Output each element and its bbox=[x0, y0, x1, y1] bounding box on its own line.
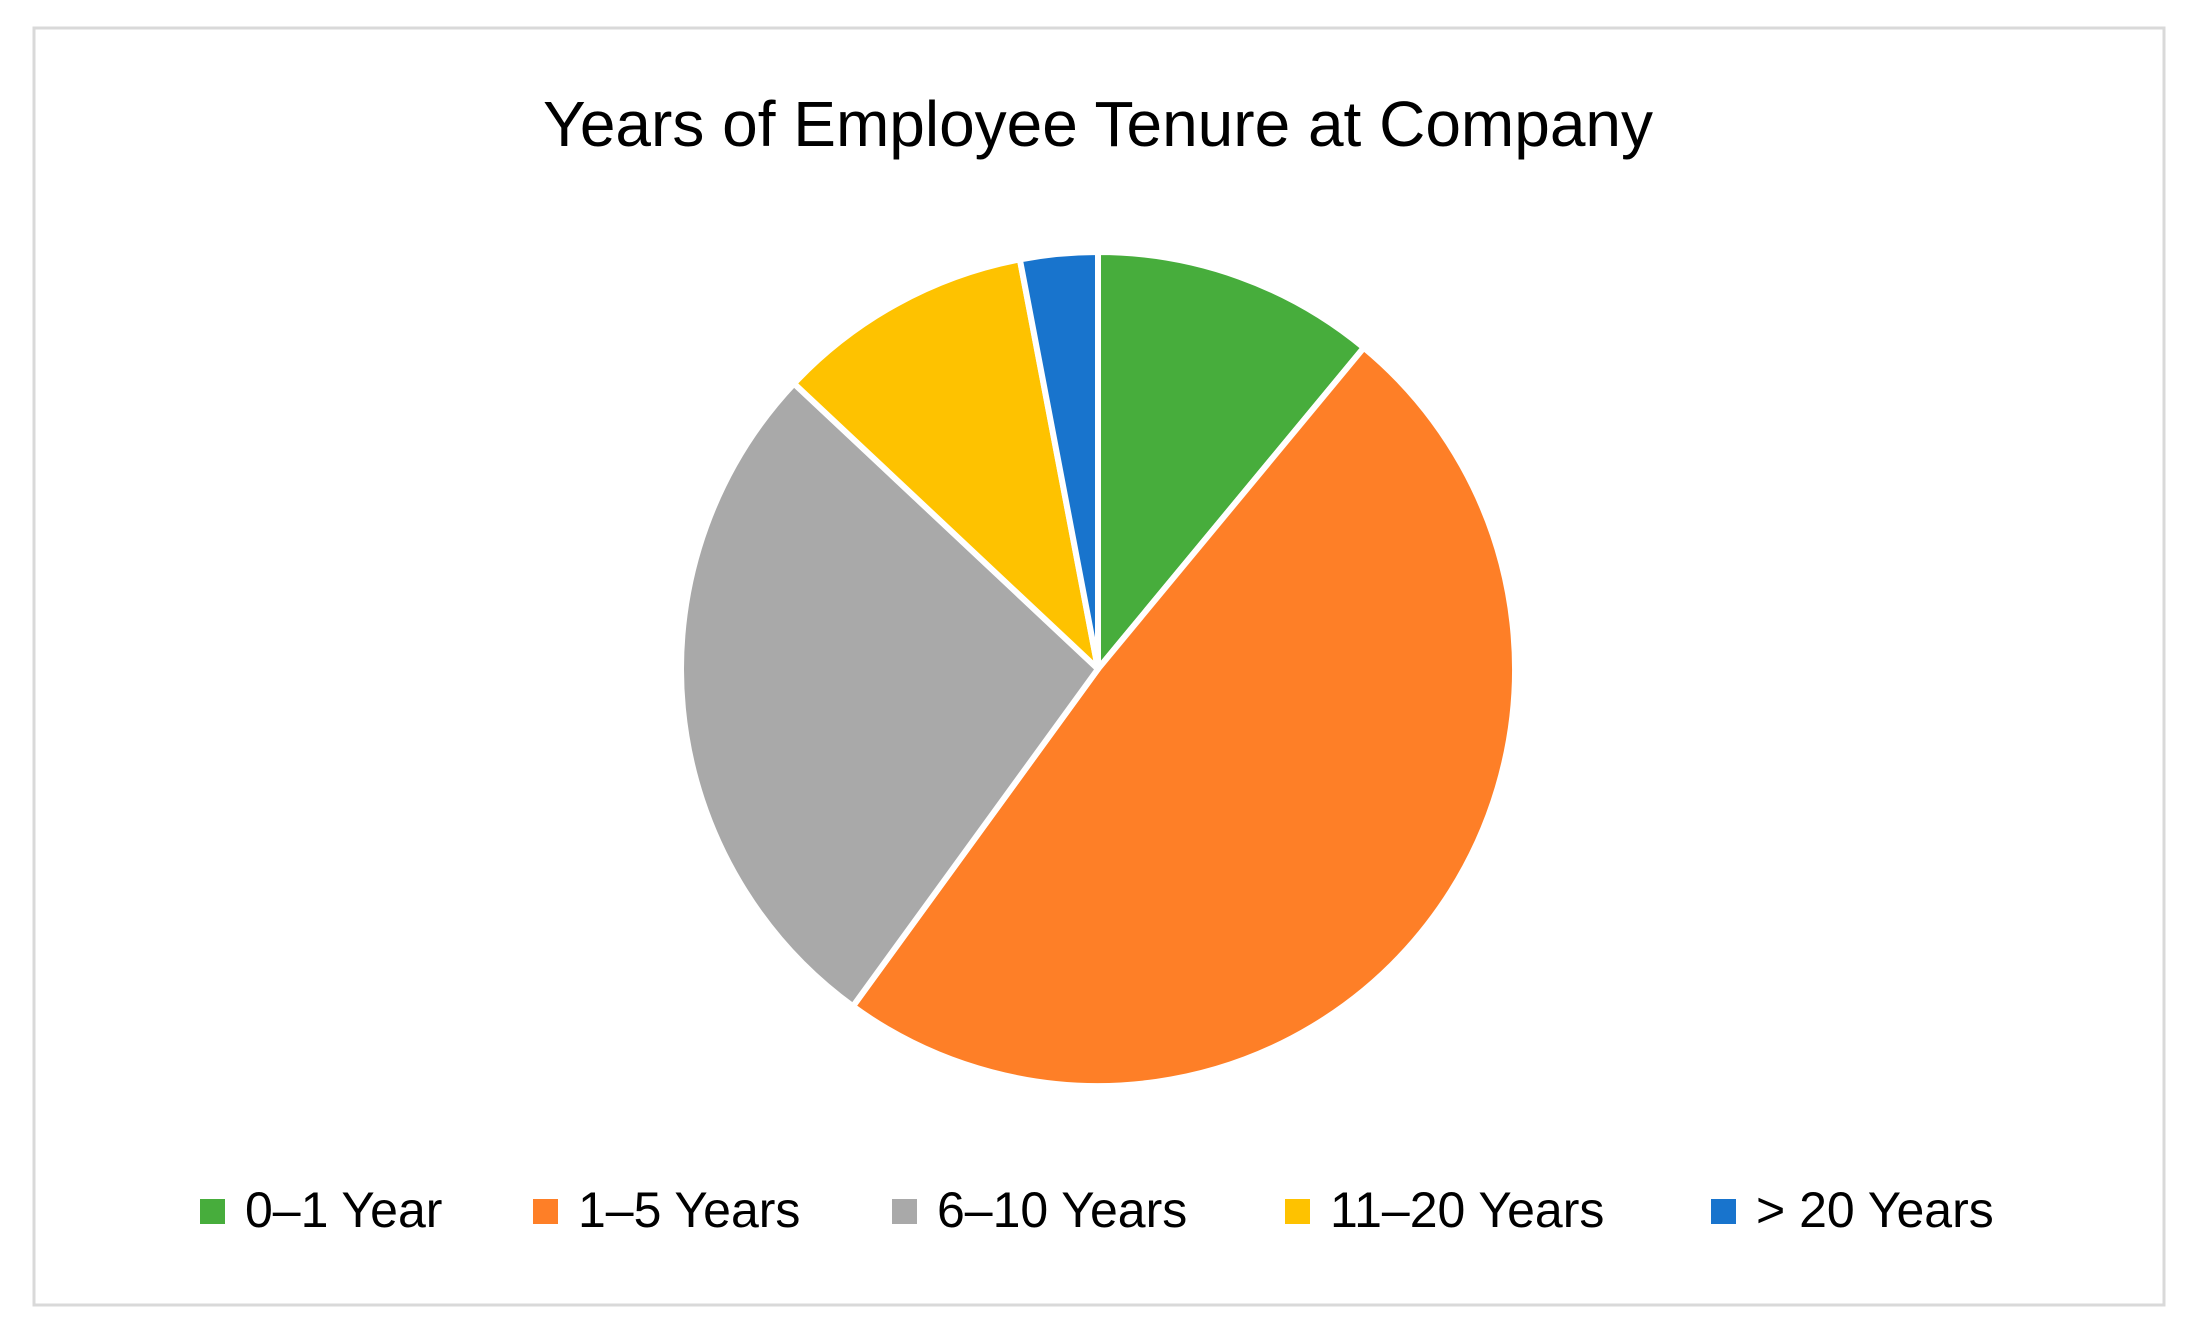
pie-slice bbox=[1016, 249, 1101, 672]
pie bbox=[678, 249, 1519, 1089]
legend-label: 0–1 Year bbox=[245, 1182, 442, 1238]
legend: 0–1 Year 1–5 Years 6–10 Years 11–20 Years > … bbox=[200, 1182, 1994, 1238]
pie-slice bbox=[678, 380, 1101, 1010]
pie-slice bbox=[1095, 249, 1367, 672]
legend-label: 1–5 Years bbox=[578, 1182, 800, 1238]
legend-swatch bbox=[533, 1199, 558, 1224]
pie-slice bbox=[791, 256, 1101, 672]
legend-label: 6–10 Years bbox=[937, 1182, 1187, 1238]
legend-label: 11–20 Years bbox=[1330, 1182, 1604, 1238]
pie-slice bbox=[849, 344, 1519, 1089]
legend-label: > 20 Years bbox=[1756, 1182, 1994, 1238]
legend-swatch bbox=[1285, 1199, 1310, 1224]
legend-swatch bbox=[892, 1199, 917, 1224]
chart-title: Years of Employee Tenure at Company bbox=[543, 88, 1653, 160]
legend-swatch bbox=[200, 1199, 225, 1224]
legend-swatch bbox=[1711, 1199, 1736, 1224]
